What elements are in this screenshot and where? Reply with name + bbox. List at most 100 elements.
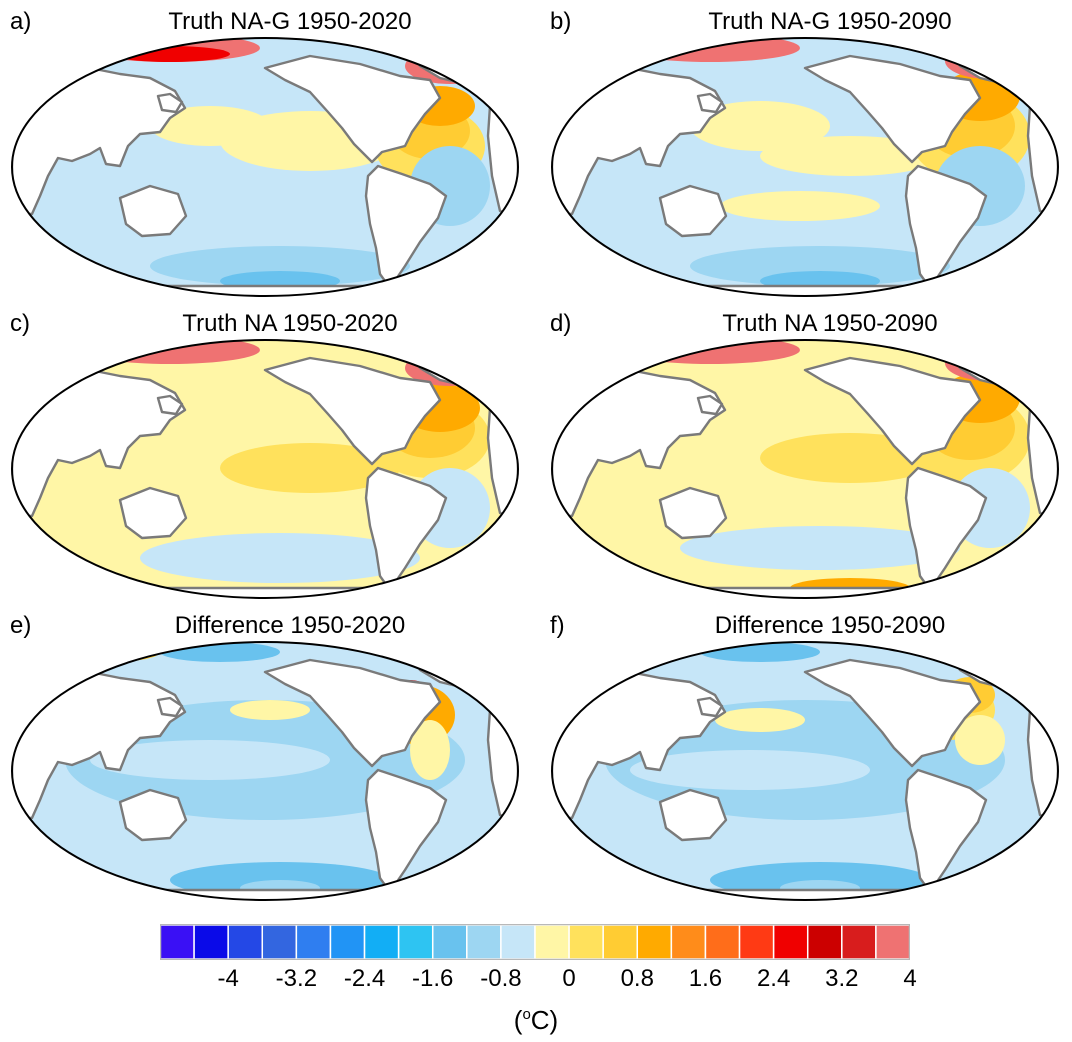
colorbar-swatch	[772, 924, 809, 960]
map-border	[551, 641, 1059, 901]
landmass	[658, 788, 728, 842]
colorbar-swatch	[602, 924, 639, 960]
anomaly-region	[410, 720, 450, 780]
anomaly-region	[600, 642, 680, 662]
map-border	[11, 37, 519, 297]
map-border	[11, 339, 519, 599]
colorbar-swatch	[670, 924, 707, 960]
colorbar-tick-label: -2.4	[343, 965, 386, 992]
map-panel-e: e) Difference 1950-2020	[10, 612, 530, 912]
landmass	[658, 486, 728, 540]
panel-title: Difference 1950-2020	[174, 612, 406, 639]
colorbar-tick-label: 3.2	[825, 965, 859, 992]
landmass	[12, 64, 187, 216]
anomaly-region	[140, 533, 420, 583]
colorbar-swatch	[261, 924, 298, 960]
landmass	[263, 356, 442, 466]
landmass	[12, 366, 187, 518]
anomaly-region	[945, 43, 1035, 79]
colorbar-swatch	[534, 924, 570, 960]
colorbar-tick-label: -0.8	[480, 965, 522, 992]
panel-title: Truth NA 1950-2090	[722, 310, 938, 337]
colorbar-swatch	[466, 924, 502, 960]
panel-letter: c)	[10, 310, 30, 337]
anomaly-region	[955, 715, 1005, 765]
map-panel-b: b) Truth NA-G 1950-2090	[550, 8, 1070, 308]
map-panel-a: a) Truth NA-G 1950-2020	[10, 8, 530, 308]
colorbar-swatch	[431, 924, 468, 960]
colorbar-swatch	[806, 924, 843, 960]
colorbar-swatch	[738, 924, 775, 960]
panel-title: Truth NA-G 1950-2020	[168, 8, 412, 35]
colorbar-tick-label: 0.8	[620, 965, 654, 992]
landmass	[263, 658, 442, 768]
colorbar	[160, 924, 910, 960]
colorbar-tick-label: 2.4	[756, 965, 791, 992]
world-map	[551, 339, 1059, 599]
colorbar-swatch	[500, 924, 536, 960]
map-field	[552, 642, 1058, 900]
world-map	[551, 37, 1059, 297]
map-field	[552, 340, 1058, 598]
panel-letter: f)	[550, 612, 565, 639]
panel-letter: a)	[10, 8, 32, 35]
panel-title: Truth NA 1950-2020	[182, 310, 398, 337]
landmass	[156, 696, 184, 718]
landmass	[552, 64, 727, 216]
map-panel-f: f) Difference 1950-2090	[550, 612, 1070, 912]
map-border	[11, 641, 519, 901]
landmass	[803, 54, 982, 164]
landmass	[696, 92, 724, 114]
landmass	[118, 788, 188, 842]
colorbar-tick-label: 0	[562, 965, 576, 992]
landmass	[156, 92, 184, 114]
anomaly-region	[690, 101, 830, 151]
map-field	[12, 642, 518, 900]
anomaly-region	[150, 246, 410, 286]
landmass	[803, 658, 982, 768]
colorbar-swatch	[295, 924, 332, 960]
anomaly-region	[60, 642, 160, 662]
colorbar-unit-label: (oC)	[513, 1005, 559, 1035]
colorbar-tick-label: 4	[903, 965, 917, 992]
anomaly-region	[715, 708, 805, 732]
colorbar-swatch	[397, 924, 434, 960]
landmass	[12, 668, 187, 820]
colorbar-swatch	[363, 924, 400, 960]
panel-title: Truth NA-G 1950-2090	[708, 8, 952, 35]
world-map	[11, 641, 519, 901]
map-panel-c: c) Truth NA 1950-2020	[10, 310, 530, 610]
landmass	[658, 184, 728, 238]
landmass	[803, 356, 982, 466]
anomaly-region	[690, 246, 950, 286]
colorbar-tick-label: 1.6	[688, 965, 723, 992]
map-panel-d: d) Truth NA 1950-2090	[550, 310, 1070, 610]
landmass	[118, 486, 188, 540]
colorbar-swatch	[193, 924, 229, 960]
colorbar-swatch	[636, 924, 673, 960]
landmass	[156, 394, 184, 416]
map-border	[551, 37, 1059, 297]
landmass	[118, 184, 188, 238]
colorbar-swatch	[704, 924, 741, 960]
colorbar-swatch	[841, 924, 877, 960]
panel-letter: d)	[550, 310, 572, 337]
colorbar-swatch	[329, 924, 366, 960]
panel-letter: b)	[550, 8, 572, 35]
anomaly-region	[945, 345, 1035, 381]
landmass	[263, 54, 442, 164]
anomaly-region	[90, 740, 330, 780]
anomaly-region	[220, 443, 400, 493]
world-map	[11, 37, 519, 297]
colorbar-tick-labels: -4 -3.2 -2.4 -1.6 -0.8 0 0.8 1.6 2.4 3.2 4	[160, 965, 917, 995]
anomaly-region	[230, 700, 310, 720]
landmass	[552, 366, 727, 518]
anomaly-region	[150, 106, 270, 146]
landmass	[696, 394, 724, 416]
anomaly-region	[720, 191, 880, 221]
anomaly-region	[680, 526, 960, 570]
colorbar-swatch	[568, 924, 604, 960]
colorbar-frame	[160, 924, 910, 960]
world-map	[11, 339, 519, 599]
landmass	[552, 668, 727, 820]
